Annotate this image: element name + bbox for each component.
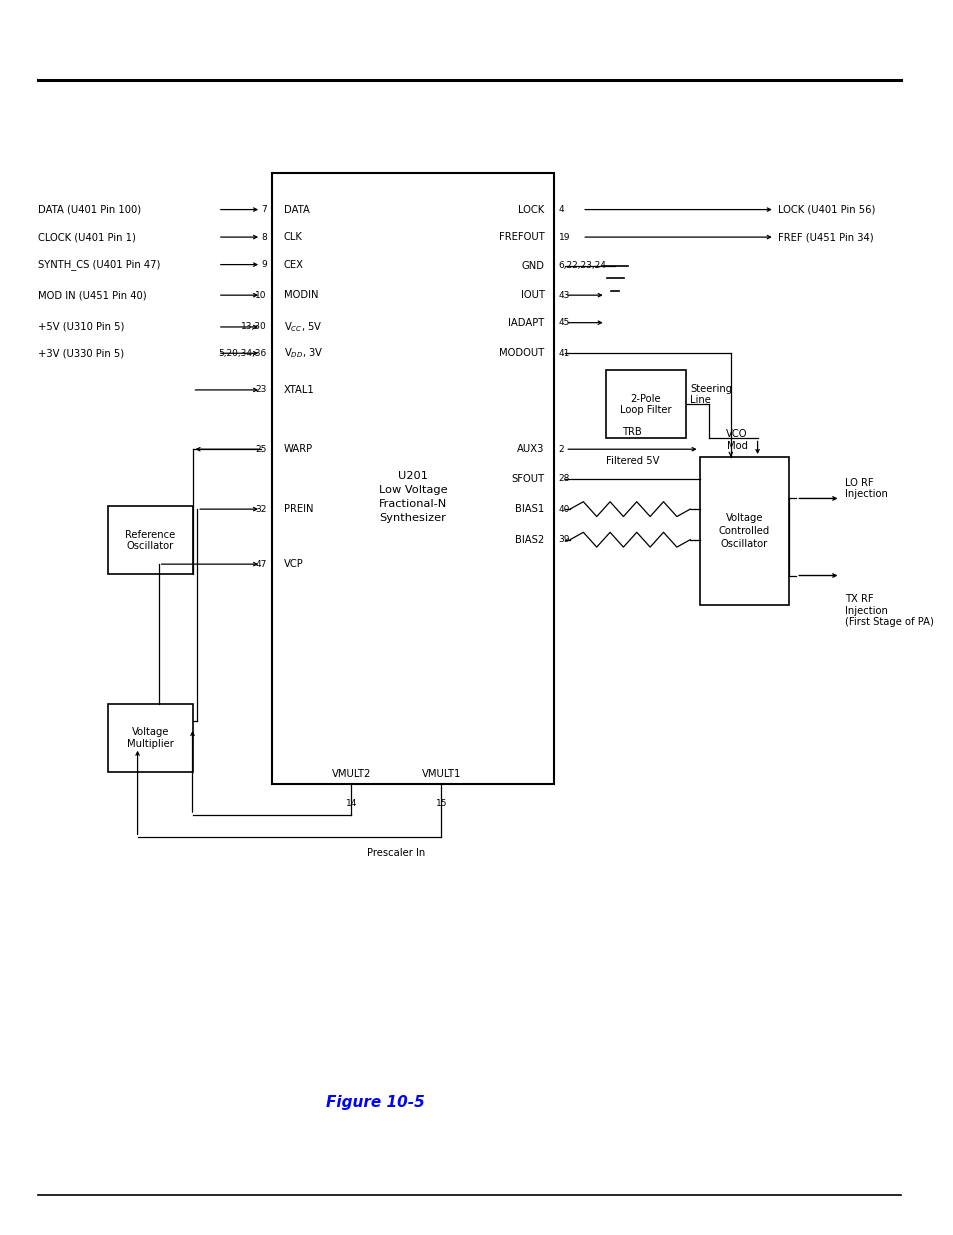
Text: 41: 41 xyxy=(558,348,570,358)
Text: WARP: WARP xyxy=(283,445,313,454)
Text: 10: 10 xyxy=(254,290,267,300)
Text: XTAL1: XTAL1 xyxy=(283,385,314,395)
Text: 13,30: 13,30 xyxy=(241,322,267,331)
Text: BIAS1: BIAS1 xyxy=(515,504,544,514)
Bar xyxy=(108,704,193,772)
Text: 28: 28 xyxy=(558,474,570,483)
Text: 6,22,23,24: 6,22,23,24 xyxy=(558,262,606,270)
Text: MODIN: MODIN xyxy=(283,290,317,300)
Text: 7: 7 xyxy=(261,205,267,214)
Text: BIAS2: BIAS2 xyxy=(515,535,544,545)
Text: U201
Low Voltage
Fractional-N
Synthesizer: U201 Low Voltage Fractional-N Synthesize… xyxy=(378,471,447,522)
Text: CEX: CEX xyxy=(283,259,303,269)
Bar xyxy=(699,457,788,605)
Text: FREFOUT: FREFOUT xyxy=(498,232,544,242)
Text: GND: GND xyxy=(521,261,544,270)
Text: 47: 47 xyxy=(255,559,267,568)
Text: DATA: DATA xyxy=(283,205,309,215)
Text: IADAPT: IADAPT xyxy=(508,317,544,327)
Text: 32: 32 xyxy=(255,505,267,514)
Text: VCP: VCP xyxy=(283,559,303,569)
Text: LOCK (U401 Pin 56): LOCK (U401 Pin 56) xyxy=(777,205,874,215)
Text: IOUT: IOUT xyxy=(520,290,544,300)
Text: TX RF
Injection
(First Stage of PA): TX RF Injection (First Stage of PA) xyxy=(844,594,933,627)
Text: MOD IN (U451 Pin 40): MOD IN (U451 Pin 40) xyxy=(37,290,146,300)
Text: 39: 39 xyxy=(558,535,570,545)
Text: 9: 9 xyxy=(261,261,267,269)
Text: CLK: CLK xyxy=(283,232,302,242)
Text: CLOCK (U401 Pin 1): CLOCK (U401 Pin 1) xyxy=(37,232,135,242)
Text: V$_{CC}$, 5V: V$_{CC}$, 5V xyxy=(283,320,322,333)
Text: Filtered 5V: Filtered 5V xyxy=(605,456,659,467)
Text: PREIN: PREIN xyxy=(283,504,313,514)
Text: Reference
Oscillator: Reference Oscillator xyxy=(125,530,175,551)
Text: MODOUT: MODOUT xyxy=(498,348,544,358)
Text: V$_{DD}$, 3V: V$_{DD}$, 3V xyxy=(283,346,323,361)
Text: 43: 43 xyxy=(558,290,570,300)
Bar xyxy=(272,173,554,784)
Text: 2: 2 xyxy=(558,445,564,453)
Bar xyxy=(108,506,193,574)
Text: 8: 8 xyxy=(261,232,267,242)
Text: LO RF
Injection: LO RF Injection xyxy=(844,478,887,499)
Text: Voltage
Controlled
Oscillator: Voltage Controlled Oscillator xyxy=(718,513,769,550)
Text: 45: 45 xyxy=(558,319,570,327)
Text: FREF (U451 Pin 34): FREF (U451 Pin 34) xyxy=(777,232,872,242)
Text: VCO
Mod: VCO Mod xyxy=(725,430,747,451)
Bar xyxy=(605,370,685,438)
Text: Voltage
Multiplier: Voltage Multiplier xyxy=(127,727,173,748)
Text: +5V (U310 Pin 5): +5V (U310 Pin 5) xyxy=(37,322,124,332)
Text: 19: 19 xyxy=(558,232,570,242)
Text: LOCK: LOCK xyxy=(517,205,544,215)
Text: 5,20,34,36: 5,20,34,36 xyxy=(218,348,267,358)
Text: VMULT2: VMULT2 xyxy=(332,769,371,779)
Text: 23: 23 xyxy=(255,385,267,394)
Text: VMULT1: VMULT1 xyxy=(421,769,460,779)
Text: 25: 25 xyxy=(255,445,267,453)
Text: 2-Pole
Loop Filter: 2-Pole Loop Filter xyxy=(619,394,671,415)
Text: Steering
Line: Steering Line xyxy=(689,384,732,405)
Text: Prescaler In: Prescaler In xyxy=(367,848,425,858)
Text: 14: 14 xyxy=(345,799,356,809)
Text: AUX3: AUX3 xyxy=(517,445,544,454)
Text: 40: 40 xyxy=(558,505,570,514)
Text: TRB: TRB xyxy=(622,427,641,437)
Text: Figure 10-5: Figure 10-5 xyxy=(326,1095,424,1110)
Text: +3V (U330 Pin 5): +3V (U330 Pin 5) xyxy=(37,348,124,358)
Text: DATA (U401 Pin 100): DATA (U401 Pin 100) xyxy=(37,205,140,215)
Text: 4: 4 xyxy=(558,205,564,214)
Text: SFOUT: SFOUT xyxy=(511,473,544,484)
Text: SYNTH_CS (U401 Pin 47): SYNTH_CS (U401 Pin 47) xyxy=(37,259,160,270)
Text: 15: 15 xyxy=(436,799,447,809)
